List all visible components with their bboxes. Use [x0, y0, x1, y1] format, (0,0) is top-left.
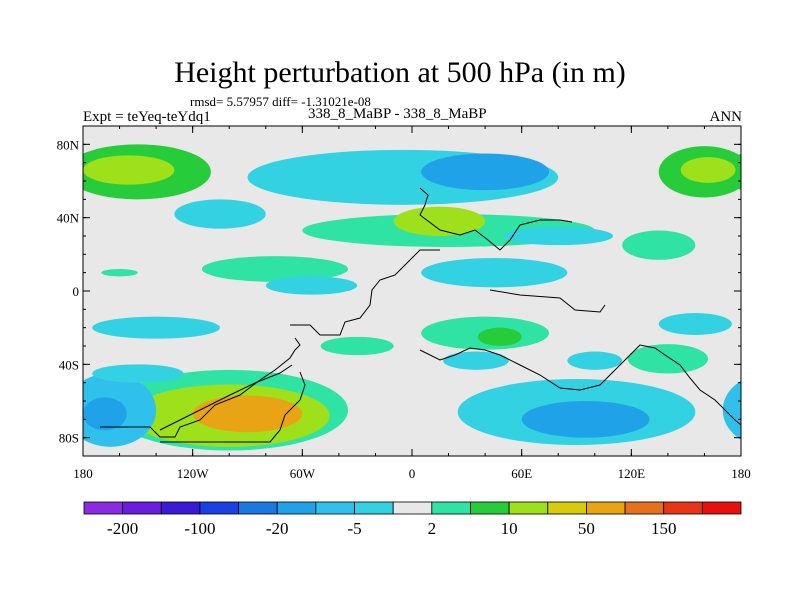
- colorbar-label: -200: [107, 519, 138, 538]
- colorbar-label: 150: [651, 519, 677, 538]
- contour-tropics-negative-pacific: [92, 316, 221, 339]
- chart-title: Height perturbation at 500 hPa (in m): [174, 56, 626, 89]
- y-tick-label: 80S: [59, 431, 79, 446]
- colorbar-box: [624, 501, 665, 515]
- stats-text: rmsd= 5.57957 diff= -1.31021e-08: [190, 94, 371, 109]
- y-tick-label: 80N: [57, 137, 80, 152]
- colorbar-box: [354, 501, 394, 515]
- colorbar-label: -100: [184, 519, 215, 538]
- y-tick-label: 0: [73, 284, 80, 299]
- coastline-layer: [100, 187, 741, 443]
- colorbar-box: [547, 501, 587, 515]
- colorbar-box: [199, 501, 239, 515]
- contour-nh-pacific-negative: [174, 199, 266, 229]
- coastline-africa-east: [419, 344, 741, 426]
- colorbar-label: -20: [266, 519, 289, 538]
- contour-sh-pacific-positive-max: [192, 395, 303, 433]
- x-tick-label: 180: [73, 466, 93, 481]
- contour-sh-indian-negative-core: [521, 401, 650, 438]
- contour-nh-atlantic-positive: [201, 256, 349, 282]
- colorbar-label: 2: [428, 519, 437, 538]
- contour-nh-tropical-negative-west: [265, 276, 358, 295]
- contour-nh-tropical-negative: [421, 258, 568, 288]
- colorbar-label: 10: [501, 519, 518, 538]
- x-tick-label: 0: [409, 466, 416, 481]
- contour-sh-pacific-negative-west: [92, 364, 184, 383]
- y-tick-label: 40S: [59, 357, 79, 372]
- colorbar-box: [83, 501, 124, 515]
- coastline-asia: [489, 289, 606, 313]
- contour-sh-dateline-negative-core: [83, 397, 127, 431]
- season-label: ANN: [709, 109, 743, 125]
- contour-nh-subtropic-negative-east: [503, 226, 614, 246]
- y-axis: 80N 40N 0 40S 80S: [57, 125, 741, 457]
- colorbar-box: [470, 501, 510, 515]
- experiment-label: Expt = teYeq-teYdq1: [83, 109, 211, 125]
- colorbar-box: [586, 501, 626, 515]
- contour-tropical-positive-west: [101, 269, 138, 277]
- contour-nh-europe-positive-core: [393, 206, 486, 236]
- contour-sh-dateline-negative-wrap: [722, 380, 741, 440]
- colorbar-label: 50: [578, 519, 595, 538]
- colorbar-box: [392, 501, 433, 515]
- contour-nh-midlat-negative-core: [421, 153, 550, 191]
- colorbar-box: [122, 501, 162, 515]
- colorbar-box: [431, 501, 471, 515]
- contour-sh-east-negative: [658, 313, 732, 335]
- colorbar-box: [508, 501, 549, 515]
- contour-nh-east-positive-wrap: [83, 156, 93, 188]
- coastline-south-america: [160, 371, 306, 443]
- coastline-africa: [290, 249, 440, 336]
- contour-sh-indian-positive: [627, 344, 709, 374]
- x-tick-label: 60W: [290, 466, 316, 481]
- colorbar-box: [160, 501, 201, 515]
- colorbar-box: [276, 501, 317, 515]
- x-tick-label: 60E: [511, 466, 532, 481]
- coastline-americas: [100, 337, 301, 438]
- contour-sh-atlantic-positive-core: [477, 327, 522, 347]
- colorbar-box: [315, 501, 355, 515]
- x-tick-label: 180: [731, 466, 751, 481]
- colorbar-box: [238, 501, 278, 515]
- coastline-europe: [419, 187, 573, 251]
- x-tick-label: 120W: [177, 466, 210, 481]
- contour-nh-east-positive-south: [622, 230, 696, 260]
- contour-sh-south-america-positive: [320, 336, 394, 356]
- x-tick-label: 120E: [618, 466, 646, 481]
- coastline-antarctic-peninsula: [159, 364, 293, 431]
- colorbar-label: -5: [347, 519, 361, 538]
- colorbar: -200 -100 -20 -5 2 10 50 150: [83, 501, 742, 538]
- contour-sh-midlat-negative-2: [567, 351, 623, 370]
- colorbar-box: [701, 501, 742, 515]
- contour-sh-midlat-negative: [443, 351, 509, 370]
- map-plot-area: [83, 126, 741, 456]
- contour-nh-east-positive-core: [680, 157, 736, 183]
- contour-nh-dateline-positive-core: [83, 155, 175, 185]
- colorbar-box: [663, 501, 703, 515]
- y-tick-label: 40N: [57, 211, 80, 226]
- contour-fill-layer: [83, 144, 741, 451]
- case-label: 338_8_MaBP - 338_8_MaBP: [308, 106, 487, 122]
- x-axis: 180 120W 60W 0 60E 120E 180: [73, 126, 751, 481]
